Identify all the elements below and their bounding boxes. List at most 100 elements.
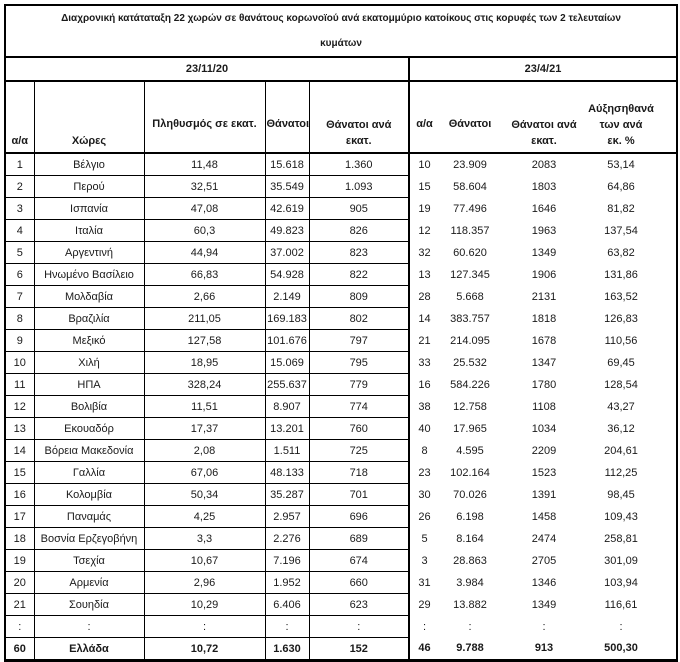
- cell-deaths-per-million-apr: 1818: [531, 312, 557, 325]
- cell-increase-percent: 98,45: [607, 488, 635, 501]
- cell-increase-percent: :: [619, 620, 623, 633]
- cell-deaths-per-million-apr: 1963: [531, 224, 557, 237]
- cell-country: Αρμενία: [33, 571, 145, 594]
- cell-rank-nov: 60: [4, 637, 35, 661]
- header-country: Χώρες: [33, 80, 145, 154]
- cell-population: 328,24: [143, 373, 266, 396]
- cell-deaths-per-million-nov: 760: [308, 417, 410, 440]
- cell-deaths-apr: 102.164: [450, 466, 490, 479]
- header-increase-percent: Αύξησηθανά των ανά εκ. %: [587, 81, 677, 154]
- cell-population: 127,58: [143, 329, 266, 352]
- table-row: 18 Βοσνία Ερζεγοβήνη 3,3 2.276 689 5 8.164 2474…: [4, 527, 677, 550]
- header-deaths-apr: Θάνατοι: [439, 81, 501, 154]
- cell-population: 50,34: [143, 483, 266, 506]
- cell-deaths-apr: 60.620: [453, 246, 487, 259]
- cell-deaths-per-million-apr: 913: [534, 642, 554, 655]
- cell-population: 11,51: [143, 395, 266, 418]
- cell-deaths-nov: 1.952: [264, 571, 310, 594]
- cell-deaths-per-million-apr: 1780: [531, 378, 557, 391]
- cell-country: Αργεντινή: [33, 241, 145, 264]
- cell-deaths-per-million-nov: 774: [308, 395, 410, 418]
- cell-increase-percent: 53,14: [607, 158, 635, 171]
- cell-deaths-per-million-nov: 725: [308, 439, 410, 462]
- cell-rank-apr: 5: [408, 527, 439, 550]
- cell-deaths-per-million-apr: 1034: [531, 422, 557, 435]
- table-row: 21 Σουηδία 10,29 6.406 623 29 13.882 1349 116,61: [4, 593, 677, 616]
- cell-population: 17,37: [143, 417, 266, 440]
- cell-deaths-per-million-nov: 809: [308, 285, 410, 308]
- header-rank-nov: α/α: [4, 80, 35, 154]
- cell-deaths-per-million-apr: 1803: [531, 180, 557, 193]
- cell-deaths-per-million-apr: 1523: [531, 466, 557, 479]
- period-apr-header: 23/4/21: [408, 57, 677, 82]
- table-row: 19 Τσεχία 10,67 7.196 674 3 28.863 2705 301,09: [4, 549, 677, 572]
- greece-total-row: 60 Ελλάδα 10,72 1.630 152 46 9.788 913 500,30: [4, 637, 677, 661]
- cell-country: Γαλλία: [33, 461, 145, 484]
- header-deaths-per-million-nov: Θάνατοι ανά εκατ.: [308, 80, 410, 154]
- date-header-row: 23/11/20 23/4/21: [4, 56, 677, 82]
- cell-deaths-nov: 35.287: [264, 483, 310, 506]
- cell-deaths-per-million-nov: 797: [308, 329, 410, 352]
- cell-population: 32,51: [143, 175, 266, 198]
- cell-rank-apr: 15: [408, 175, 439, 198]
- cell-rank-apr: 31: [408, 571, 439, 594]
- cell-population: 4,25: [143, 505, 266, 528]
- cell-increase-percent: 137,54: [604, 224, 638, 237]
- table-title: Διαχρονική κατάταταξη 22 χωρών σε θανάτο…: [5, 5, 677, 58]
- cell-deaths-per-million-apr: 1391: [531, 488, 557, 501]
- cell-population: 47,08: [143, 197, 266, 220]
- cell-deaths-apr: 3.984: [456, 576, 484, 589]
- cell-country: Εκουαδόρ: [33, 417, 145, 440]
- cell-deaths-apr: 9.788: [456, 642, 484, 655]
- cell-deaths-nov: 42.619: [264, 197, 310, 220]
- cell-deaths-apr: 13.882: [453, 598, 487, 611]
- table-row: 16 Κολομβία 50,34 35.287 701 30 70.026 1391 98,4…: [4, 483, 677, 506]
- cell-deaths-per-million-nov: 905: [308, 197, 410, 220]
- cell-deaths-per-million-apr: :: [542, 620, 546, 633]
- cell-increase-percent: 163,52: [604, 290, 638, 303]
- cell-deaths-per-million-nov: 152: [308, 637, 410, 661]
- cell-increase-percent: 128,54: [604, 378, 638, 391]
- cell-deaths-per-million-nov: 696: [308, 505, 410, 528]
- cell-rank-apr: 23: [408, 461, 439, 484]
- cell-rank-nov: 11: [4, 373, 35, 396]
- header-population: Πληθυσμός σε εκατ.: [143, 80, 266, 154]
- cell-rank-nov: 13: [4, 417, 35, 440]
- cell-rank-apr: 19: [408, 197, 439, 220]
- table-row: 8 Βραζιλία 211,05 169.183 802 14 383.757 1818 12…: [4, 307, 677, 330]
- cell-increase-percent: 301,09: [604, 554, 638, 567]
- cell-deaths-per-million-apr: 1349: [531, 598, 557, 611]
- cell-country: Βολιβία: [33, 395, 145, 418]
- cell-deaths-per-million-nov: 623: [308, 593, 410, 616]
- cell-country: Σουηδία: [33, 593, 145, 616]
- table-row: 11 ΗΠΑ 328,24 255.637 779 16 584.226 1780 128,54: [4, 373, 677, 396]
- cell-rank-apr: :: [408, 615, 439, 638]
- cell-deaths-apr: 118.357: [450, 224, 490, 237]
- cell-country: Ισπανία: [33, 197, 145, 220]
- cell-increase-percent: 63,82: [607, 246, 635, 259]
- cell-deaths-per-million-nov: 795: [308, 351, 410, 374]
- cell-population: 44,94: [143, 241, 266, 264]
- cell-deaths-per-million-nov: 823: [308, 241, 410, 264]
- cell-country: :: [33, 615, 145, 638]
- cell-deaths-nov: 15.069: [264, 351, 310, 374]
- cell-rank-nov: 5: [4, 241, 35, 264]
- cell-country: Βόρεια Μακεδονία: [33, 439, 145, 462]
- cell-country: Βραζιλία: [33, 307, 145, 330]
- table-row: 7 Μολδαβία 2,66 2.149 809 28 5.668 2131 163,52: [4, 285, 677, 308]
- cell-deaths-nov: 35.549: [264, 175, 310, 198]
- cell-rank-nov: 4: [4, 219, 35, 242]
- cell-deaths-per-million-nov: 802: [308, 307, 410, 330]
- cell-increase-percent: 69,45: [607, 356, 635, 369]
- table-row: 13 Εκουαδόρ 17,37 13.201 760 40 17.965 1034 36,1…: [4, 417, 677, 440]
- cell-deaths-apr: 8.164: [456, 532, 484, 545]
- cell-rank-nov: 9: [4, 329, 35, 352]
- cell-deaths-nov: 8.907: [264, 395, 310, 418]
- cell-increase-percent: 126,83: [604, 312, 638, 325]
- cell-deaths-per-million-apr: 1347: [531, 356, 557, 369]
- cell-deaths-nov: 48.133: [264, 461, 310, 484]
- cell-increase-percent: 81,82: [607, 202, 635, 215]
- cell-deaths-apr: 17.965: [453, 422, 487, 435]
- cell-population: 67,06: [143, 461, 266, 484]
- cell-increase-percent: 131,86: [604, 268, 638, 281]
